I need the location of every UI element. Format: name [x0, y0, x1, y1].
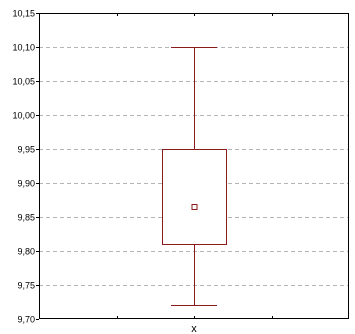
y-tick-label: 9,75 — [17, 281, 35, 291]
y-ticks: 9,70 9,75 9,80 9,85 9,90 9,95 10,00 10,05 10,10 1… — [12, 9, 39, 325]
x-category-label: x — [191, 323, 197, 334]
y-tick-label: 9,85 — [17, 213, 35, 223]
y-tick-label: 9,95 — [17, 145, 35, 155]
y-tick-label: 10,00 — [12, 111, 35, 121]
box-iqr — [162, 149, 227, 245]
median-marker — [191, 204, 198, 210]
y-tick-label: 10,10 — [12, 43, 35, 53]
y-tick-label: 9,90 — [17, 179, 35, 189]
y-tick-label: 10,15 — [12, 9, 35, 19]
y-tick-label: 10,05 — [12, 77, 35, 87]
boxes — [162, 47, 227, 306]
x-category-labels: x — [191, 323, 197, 334]
axes — [39, 13, 349, 319]
y-tick-label: 9,80 — [17, 247, 35, 257]
y-tick-label: 9,70 — [17, 315, 35, 325]
